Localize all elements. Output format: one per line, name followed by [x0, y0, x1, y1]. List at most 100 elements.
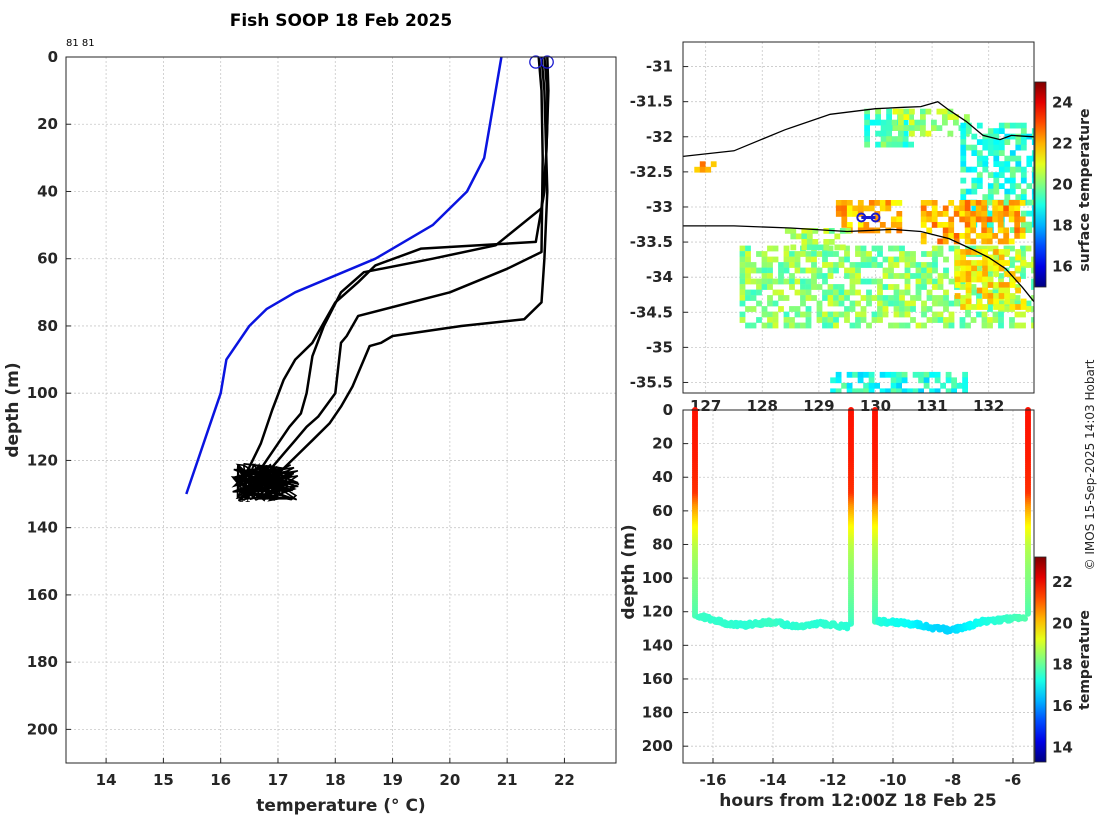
sst-pixel [899, 295, 905, 301]
sst-pixel [846, 200, 853, 206]
profile-xtick-label: 20 [439, 771, 460, 789]
sst-pixel [1031, 284, 1034, 290]
sst-pixel [1004, 249, 1010, 255]
sst-pixel [943, 267, 949, 274]
sst-pixel [915, 284, 922, 290]
sst-pixel [1020, 188, 1027, 195]
map-ytick-label: -34.5 [630, 303, 673, 321]
sst-pixel [846, 388, 853, 393]
sst-pixel [1004, 122, 1011, 129]
sst-pixel [833, 251, 839, 257]
section-xtick-label: -16 [699, 771, 726, 789]
sst-pixel [855, 267, 861, 274]
sst-pixel [937, 245, 944, 252]
sst-pixel [976, 304, 983, 310]
sst-pixel [893, 300, 900, 307]
sst-pixel [997, 211, 1004, 217]
sst-pixel [1014, 227, 1021, 234]
sst-pixel [960, 188, 967, 195]
sst-pixel [888, 256, 894, 263]
sst-pixel [750, 262, 757, 268]
sst-pixel [971, 183, 978, 189]
sst-pixel [833, 289, 839, 296]
sst-pixel [756, 267, 762, 274]
sst-pixel [890, 388, 897, 393]
sst-pixel [908, 141, 914, 148]
sst-pixel [789, 322, 795, 329]
sst-pixel [860, 278, 867, 285]
sst-pixel [811, 256, 817, 263]
sst-pixel [997, 238, 1004, 245]
sst-pixel [1014, 311, 1021, 318]
sst-pixel [888, 295, 894, 301]
sst-pixel [948, 245, 955, 252]
sst-pixel [937, 300, 944, 307]
sst-pixel [915, 267, 922, 274]
sst-pixel [827, 311, 834, 318]
sst-pixel [886, 119, 892, 126]
sst-pixel [783, 278, 790, 285]
sst-pixel [745, 256, 751, 263]
sst-pixel [745, 245, 751, 252]
sst-pixel [868, 200, 875, 206]
sst-pixel [767, 273, 773, 279]
sst-pixel [879, 388, 886, 393]
section-panel: -16 -14 -12 -10 -8 -6 0 20 40 60 80 100 120 140 160 180… [619, 401, 1093, 811]
sst-pixel [904, 267, 911, 274]
sst-pixel [971, 144, 978, 151]
sst-pixel [998, 139, 1005, 145]
sst-pixel [789, 262, 795, 268]
sst-pixel [998, 183, 1005, 189]
sst-pixel [790, 244, 797, 251]
sst-pixel [855, 245, 861, 252]
sst-pixel [954, 260, 961, 266]
map-ytick-label: -35.5 [630, 373, 673, 391]
sst-pixel [839, 244, 846, 251]
sst-pixel [937, 284, 944, 290]
profile-top-annotation: 81 81 [66, 38, 95, 49]
sst-pixel [1009, 256, 1015, 263]
sst-pixel [954, 271, 961, 277]
sst-pixel [953, 119, 959, 126]
sst-pixel [823, 228, 830, 234]
sst-pixel [1025, 262, 1032, 268]
sst-pixel [926, 273, 933, 279]
profile-ytick-label: 180 [27, 653, 58, 671]
sst-pixel [827, 300, 834, 307]
sst-pixel [827, 295, 834, 301]
sst-pixel [997, 216, 1004, 223]
sst-pixel [976, 122, 983, 129]
sst-pixel [926, 262, 933, 268]
sst-pixel [993, 304, 999, 310]
map-frame [682, 41, 1035, 394]
sst-pixel [844, 251, 850, 257]
profile-panel: 14 15 16 17 18 19 20 21 22 0 20 40 60 80 100 120 140 160 1… [3, 38, 617, 816]
sst-pixel [864, 125, 870, 131]
sst-pixel [970, 238, 977, 245]
sst-pixel [902, 119, 909, 126]
section-colorbar-tick-label: 16 [1052, 697, 1073, 715]
profile-ticks: 14 15 16 17 18 19 20 21 22 0 20 40 60 80 100 120 140 160 1… [27, 48, 575, 789]
sst-pixel [962, 371, 968, 378]
sst-pixel [904, 251, 911, 257]
sst-pixel [871, 245, 878, 252]
sst-pixel [982, 282, 988, 288]
sst-pixel [827, 245, 834, 252]
sst-pixel [834, 244, 841, 251]
sst-pixel [982, 194, 989, 200]
sst-pixel [1008, 200, 1015, 206]
sst-pixel [827, 251, 834, 257]
sst-pixel [761, 267, 768, 274]
sst-pixel [857, 371, 864, 378]
sst-pixel [694, 166, 701, 173]
sst-pixel [866, 295, 872, 301]
sst-pixel [1003, 238, 1010, 245]
section-ytick-label: 60 [652, 502, 673, 520]
sst-pixel [921, 267, 927, 274]
sst-pixel [934, 371, 941, 378]
sst-pixel [1020, 256, 1026, 263]
sst-pixel [838, 256, 845, 263]
sst-pixel [1020, 311, 1026, 318]
sst-pixel [886, 130, 892, 137]
sst-pixel [880, 125, 887, 131]
